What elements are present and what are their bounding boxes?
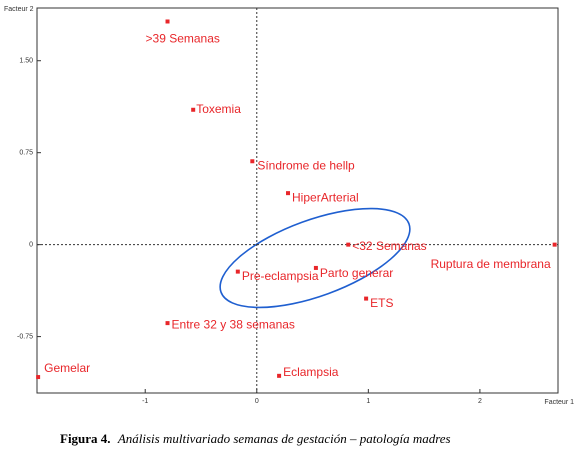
caption: Figura 4. Análisis multivariado semanas …: [60, 431, 451, 446]
cluster-ellipse: [219, 207, 411, 309]
point-label: Ruptura de membrana: [431, 257, 551, 271]
y-tick-label: -0.75: [17, 333, 33, 340]
point-label: Toxemia: [196, 102, 241, 116]
point: [191, 107, 196, 112]
point-label: >39 Semanas: [146, 32, 220, 46]
x-tick-label: 2: [478, 398, 482, 405]
point: [36, 375, 41, 380]
point-label: Parto generar: [320, 266, 393, 280]
point-label: Síndrome de hellp: [257, 158, 355, 172]
point-label: Eclampsia: [283, 365, 339, 379]
point: [165, 321, 170, 326]
plot-frame: [36, 7, 559, 394]
y-axis-label: Facteur 2: [4, 6, 34, 13]
point-label: <32 Semanas: [352, 239, 426, 253]
point: [277, 373, 282, 378]
caption-text: Análisis multivariado semanas de gestaci…: [117, 431, 451, 446]
point: [165, 19, 170, 24]
point: [313, 265, 318, 270]
y-tick-label: 0: [29, 241, 33, 248]
x-tick-label: 0: [255, 398, 259, 405]
point: [235, 269, 240, 274]
y-tick-label: 0.75: [19, 150, 33, 157]
caption-number: Figura 4.: [60, 431, 111, 446]
point: [364, 296, 369, 301]
point-label: Entre 32 y 38 semanas: [172, 317, 295, 331]
point: [552, 242, 557, 247]
point: [250, 159, 255, 164]
x-tick-label: 1: [366, 398, 370, 405]
point: [286, 191, 291, 196]
point-label: HiperArterial: [292, 190, 359, 204]
x-axis-label: Facteur 1: [544, 399, 574, 406]
point-label: ETS: [370, 296, 393, 310]
point-label: Gemelar: [44, 361, 90, 375]
point-label: Pre-eclampsia: [242, 269, 319, 283]
x-tick-label: -1: [142, 398, 148, 405]
y-tick-label: 1.50: [19, 58, 33, 65]
point: [346, 242, 351, 247]
